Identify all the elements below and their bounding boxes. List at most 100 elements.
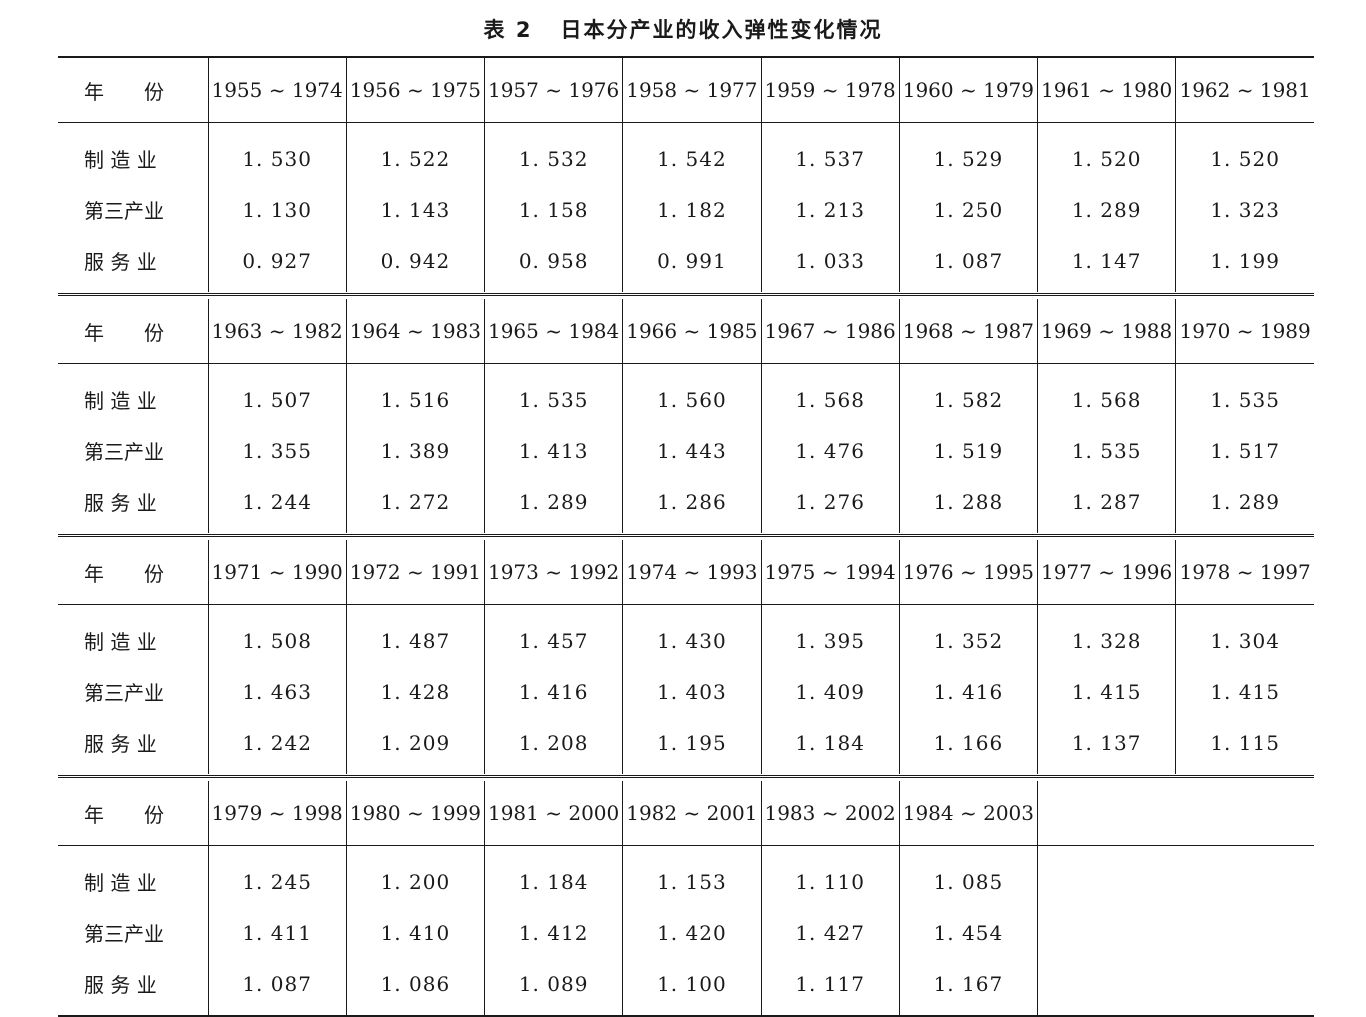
period-header-row: 年 份 1963 ~ 1982 1964 ~ 1983 1965 ~ 1984 1966… [58,299,1314,364]
value-cell: 1. 476 [760,425,900,476]
document-page: 表 2 日本分产业的收入弹性变化情况 年 份 1955 ~ 1974 1956 ~ 1… [0,14,1366,1017]
row-label: 第三产业 [84,681,164,705]
period-header-row: 年 份 1955 ~ 1974 1956 ~ 1975 1957 ~ 1976 1958… [58,58,1314,123]
value-cell: 1. 289 [483,476,623,533]
value-cell: 1. 289 [1036,184,1176,235]
period-header-cell: 1958 ~ 1977 [622,58,761,123]
value-cell: 1. 287 [1036,476,1176,533]
value-cell: 1. 086 [345,958,485,1015]
row-services: 服 务 业 1. 244 1. 272 1. 289 1. 286 1. 276 1. 28… [58,476,1314,533]
value-cell: 1. 323 [1175,184,1314,235]
period-header-cell: 1961 ~ 1980 [1036,58,1176,123]
period-header-cell: 1976 ~ 1995 [898,540,1038,605]
value-cell: 1. 520 [1175,122,1314,184]
value-cell: 1. 389 [345,425,485,476]
period-header-cell: 1980 ~ 1999 [345,781,485,846]
value-cell: 1. 507 [207,363,347,425]
row-label: 制 造 业 [84,871,157,895]
year-header-label: 年 份 [58,540,208,605]
value-cell: 1. 208 [483,717,623,774]
elasticity-table: 年 份 1955 ~ 1974 1956 ~ 1975 1957 ~ 1976 1958… [58,56,1314,1017]
period-header-cell: 1972 ~ 1991 [345,540,485,605]
table-grid: 年 份 1979 ~ 1998 1980 ~ 1999 1981 ~ 2000 1982… [58,781,1314,1015]
period-header-cell: 1969 ~ 1988 [1036,299,1176,364]
value-cell: 1. 530 [207,122,347,184]
empty-cell [1036,781,1176,846]
row-manufacturing: 制 造 业 1. 530 1. 522 1. 532 1. 542 1. 537 1. 52… [58,122,1314,184]
row-services: 服 务 业 0. 927 0. 942 0. 958 0. 991 1. 033 1. 08… [58,235,1314,292]
value-cell: 1. 115 [1175,717,1314,774]
table-block-1: 年 份 1955 ~ 1974 1956 ~ 1975 1957 ~ 1976 1958… [58,56,1314,292]
table-number: 表 2 [483,18,533,42]
value-cell: 1. 250 [898,184,1038,235]
year-header-label: 年 份 [58,781,208,846]
row-label: 服 务 业 [84,973,157,997]
value-cell: 1. 184 [760,717,900,774]
value-cell: 1. 130 [207,184,347,235]
table-block-2: 年 份 1963 ~ 1982 1964 ~ 1983 1965 ~ 1984 1966… [58,293,1314,533]
value-cell: 1. 089 [483,958,623,1015]
year-header-label: 年 份 [58,299,208,364]
empty-cell [1036,845,1176,907]
row-manufacturing: 制 造 业 1. 245 1. 200 1. 184 1. 153 1. 110 1. 08… [58,845,1314,907]
value-cell: 1. 355 [207,425,347,476]
period-header-cell: 1968 ~ 1987 [898,299,1038,364]
value-cell: 1. 487 [345,604,485,666]
value-cell: 1. 537 [760,122,900,184]
value-cell: 1. 200 [345,845,485,907]
row-label: 第三产业 [84,440,164,464]
period-header-cell: 1982 ~ 2001 [622,781,761,846]
value-cell: 1. 167 [898,958,1038,1015]
value-cell: 0. 958 [483,235,623,292]
table-title: 表 2 日本分产业的收入弹性变化情况 [0,14,1366,44]
value-cell: 1. 519 [898,425,1038,476]
period-header-cell: 1959 ~ 1978 [760,58,900,123]
period-header-cell: 1978 ~ 1997 [1175,540,1314,605]
value-cell: 1. 568 [1036,363,1176,425]
period-header-cell: 1971 ~ 1990 [207,540,347,605]
value-cell: 1. 443 [622,425,761,476]
row-tertiary: 第三产业 1. 411 1. 410 1. 412 1. 420 1. 427 1. 454 [58,907,1314,958]
row-services: 服 务 业 1. 087 1. 086 1. 089 1. 100 1. 117 1. 16… [58,958,1314,1015]
row-manufacturing: 制 造 业 1. 507 1. 516 1. 535 1. 560 1. 568 1. 58… [58,363,1314,425]
table-grid: 年 份 1963 ~ 1982 1964 ~ 1983 1965 ~ 1984 1966… [58,299,1314,533]
period-header-row: 年 份 1971 ~ 1990 1972 ~ 1991 1973 ~ 1992 1974… [58,540,1314,605]
value-cell: 1. 411 [207,907,347,958]
table-caption: 日本分产业的收入弹性变化情况 [560,18,883,42]
value-cell: 1. 535 [1175,363,1314,425]
period-header-cell: 1977 ~ 1996 [1036,540,1176,605]
row-label: 服 务 业 [84,491,157,515]
value-cell: 1. 412 [483,907,623,958]
table-block-3: 年 份 1971 ~ 1990 1972 ~ 1991 1973 ~ 1992 1974… [58,534,1314,774]
value-cell: 1. 110 [760,845,900,907]
value-cell: 1. 568 [760,363,900,425]
value-cell: 1. 117 [760,958,900,1015]
period-header-cell: 1962 ~ 1981 [1175,58,1314,123]
value-cell: 1. 182 [622,184,761,235]
period-header-row: 年 份 1979 ~ 1998 1980 ~ 1999 1981 ~ 2000 1982… [58,781,1314,846]
value-cell: 1. 517 [1175,425,1314,476]
value-cell: 1. 454 [898,907,1038,958]
period-header-cell: 1955 ~ 1974 [207,58,347,123]
value-cell: 1. 209 [345,717,485,774]
period-header-cell: 1967 ~ 1986 [760,299,900,364]
value-cell: 1. 087 [898,235,1038,292]
value-cell: 1. 276 [760,476,900,533]
period-header-cell: 1974 ~ 1993 [622,540,761,605]
value-cell: 1. 457 [483,604,623,666]
value-cell: 1. 428 [345,666,485,717]
value-cell: 1. 085 [898,845,1038,907]
period-header-cell: 1964 ~ 1983 [345,299,485,364]
value-cell: 1. 463 [207,666,347,717]
value-cell: 1. 352 [898,604,1038,666]
value-cell: 1. 195 [622,717,761,774]
value-cell: 1. 416 [898,666,1038,717]
table-grid: 年 份 1955 ~ 1974 1956 ~ 1975 1957 ~ 1976 1958… [58,58,1314,292]
value-cell: 1. 560 [622,363,761,425]
value-cell: 1. 582 [898,363,1038,425]
row-manufacturing: 制 造 业 1. 508 1. 487 1. 457 1. 430 1. 395 1. 35… [58,604,1314,666]
value-cell: 0. 991 [622,235,761,292]
value-cell: 1. 395 [760,604,900,666]
value-cell: 1. 213 [760,184,900,235]
row-tertiary: 第三产业 1. 463 1. 428 1. 416 1. 403 1. 409 1. 416… [58,666,1314,717]
